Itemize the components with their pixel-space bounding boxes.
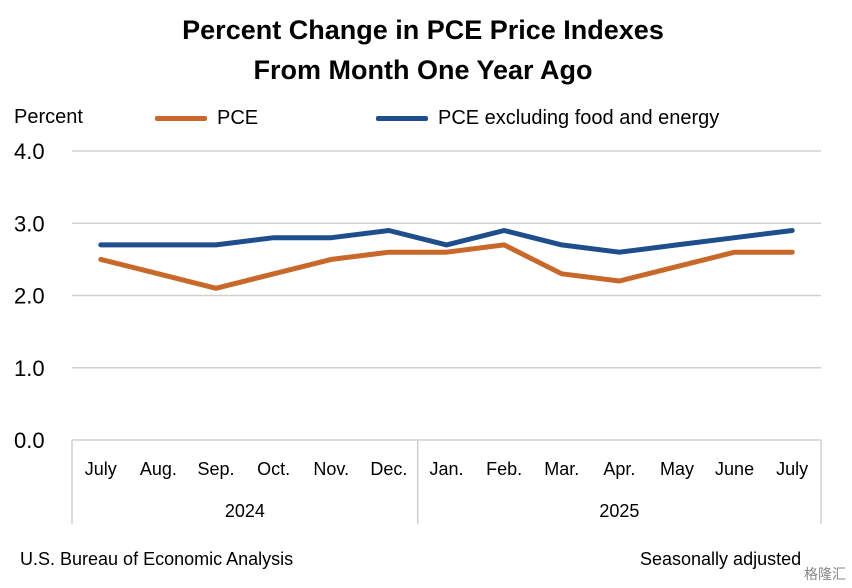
y-tick-label: 4.0 [14,139,45,164]
source-note: U.S. Bureau of Economic Analysis [20,549,294,569]
legend-item-pce: PCE [155,104,258,132]
x-tick-label: Nov. [313,459,349,479]
y-tick-label: 1.0 [14,356,45,381]
seasonal-adjustment-note: Seasonally adjusted [640,549,802,569]
chart-title-line2: From Month One Year Ago [253,55,593,85]
legend-label-core-pce: PCE excluding food and energy [438,106,720,129]
x-tick-label: Feb. [486,459,522,479]
x-tick-label: July [85,459,117,479]
legend-swatch-core-pce [376,115,428,121]
x-tick-label: Apr. [603,459,635,479]
x-tick-label: Aug. [140,459,177,479]
year-label: 2024 [225,501,265,521]
x-tick-label: Mar. [544,459,579,479]
x-tick-label: Jan. [429,459,463,479]
series-line-core-pce [98,228,795,255]
legend-swatch-pce [155,115,207,121]
legend-label-pce: PCE [217,106,259,129]
y-tick-label: 2.0 [14,284,45,309]
x-tick-label: Sep. [198,459,235,479]
x-tick-label: May [660,459,694,479]
x-tick-label: June [715,459,754,479]
x-tick-label: July [776,459,808,479]
legend-item-core-pce: PCE excluding food and energy [376,104,719,132]
x-tick-label: Dec. [370,459,407,479]
series-line-pce [98,242,795,291]
y-tick-label: 0.0 [14,428,45,453]
y-axis-label: Percent [14,106,83,128]
watermark: 格隆汇 [804,566,846,582]
chart-title: Percent Change in PCE Price Indexes From… [0,10,846,90]
chart-title-line1: Percent Change in PCE Price Indexes [182,15,664,45]
year-label: 2025 [599,501,639,521]
x-tick-label: Oct. [257,459,290,479]
y-tick-label: 3.0 [14,211,45,236]
